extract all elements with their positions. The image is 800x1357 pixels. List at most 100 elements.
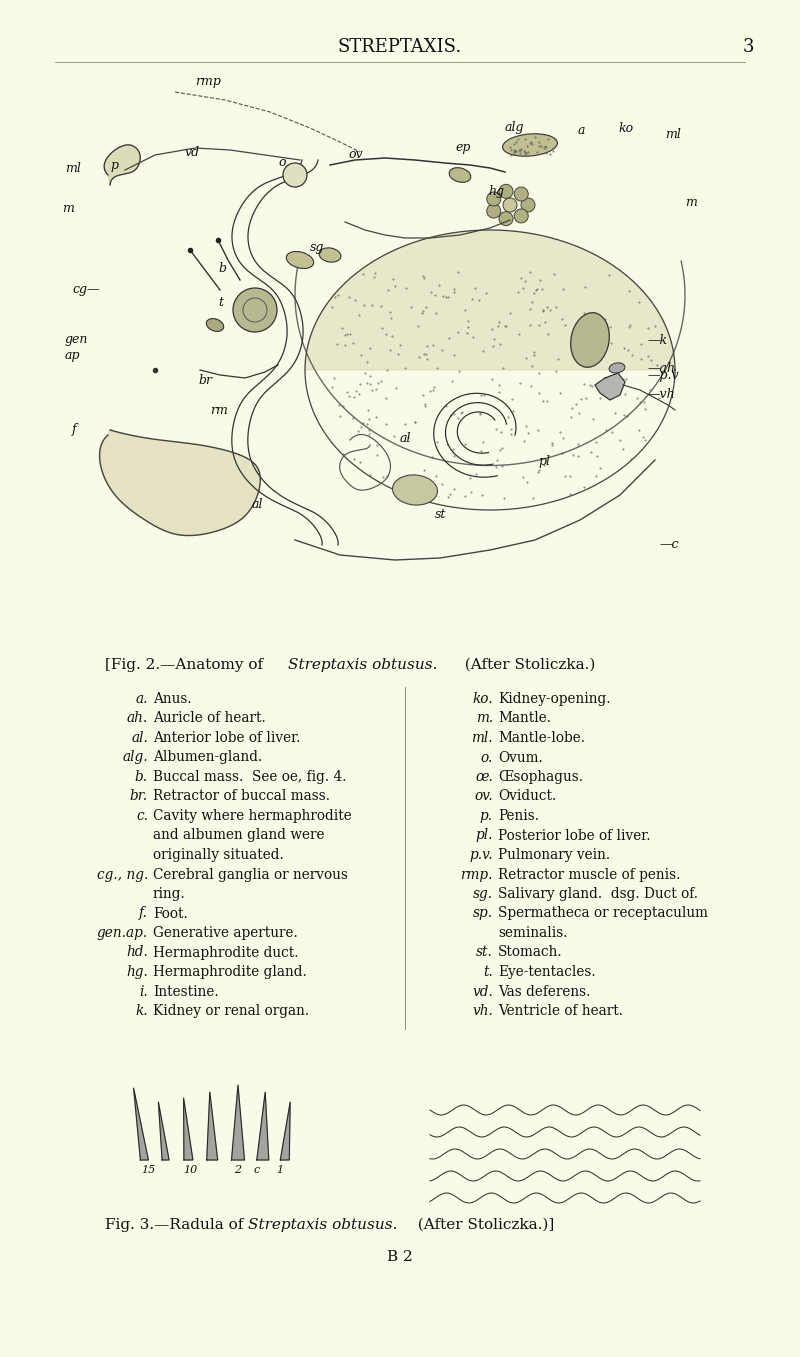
- Text: hg.: hg.: [126, 965, 148, 978]
- Text: —p.v: —p.v: [648, 369, 680, 381]
- Circle shape: [283, 163, 307, 187]
- Ellipse shape: [450, 168, 470, 182]
- Circle shape: [514, 209, 528, 223]
- Text: sp.: sp.: [473, 906, 493, 920]
- Text: Anus.: Anus.: [153, 692, 192, 706]
- Text: —ah: —ah: [648, 361, 676, 375]
- Text: Oviduct.: Oviduct.: [498, 790, 556, 803]
- Text: œ.: œ.: [475, 769, 493, 784]
- Text: rm: rm: [210, 403, 228, 417]
- Text: rmp: rmp: [195, 76, 221, 88]
- Ellipse shape: [570, 312, 610, 368]
- Text: sg.: sg.: [473, 887, 493, 901]
- Polygon shape: [99, 430, 260, 536]
- Text: Vas deferens.: Vas deferens.: [498, 984, 590, 999]
- Text: ap: ap: [65, 349, 81, 361]
- Text: m: m: [685, 195, 697, 209]
- Text: —c: —c: [660, 539, 679, 551]
- Text: Intestine.: Intestine.: [153, 984, 218, 999]
- Text: m.: m.: [476, 711, 493, 726]
- Text: i.: i.: [139, 984, 148, 999]
- Text: m: m: [62, 201, 74, 214]
- Text: pl: pl: [538, 456, 550, 468]
- Text: seminalis.: seminalis.: [498, 925, 567, 940]
- Text: Œsophagus.: Œsophagus.: [498, 769, 583, 784]
- Text: c.: c.: [136, 809, 148, 822]
- Text: Albumen-gland.: Albumen-gland.: [153, 750, 262, 764]
- Text: Cerebral ganglia or nervous: Cerebral ganglia or nervous: [153, 867, 348, 882]
- Text: b: b: [218, 262, 226, 274]
- Text: hg: hg: [488, 186, 504, 198]
- Text: Auricle of heart.: Auricle of heart.: [153, 711, 266, 726]
- Text: vd.: vd.: [472, 984, 493, 999]
- Text: p.: p.: [480, 809, 493, 822]
- Text: Mantle-lobe.: Mantle-lobe.: [498, 731, 585, 745]
- Text: Buccal mass.  See oe, fig. 4.: Buccal mass. See oe, fig. 4.: [153, 769, 346, 784]
- Text: (After Stoliczka.): (After Stoliczka.): [455, 658, 595, 672]
- Text: t: t: [218, 296, 223, 308]
- Text: p: p: [110, 159, 118, 171]
- Text: Stomach.: Stomach.: [498, 946, 562, 959]
- Text: o: o: [278, 156, 286, 170]
- Text: Posterior lobe of liver.: Posterior lobe of liver.: [498, 829, 650, 843]
- Text: STREPTAXIS.: STREPTAXIS.: [338, 38, 462, 56]
- Text: st.: st.: [476, 946, 493, 959]
- Text: k.: k.: [135, 1004, 148, 1018]
- Circle shape: [233, 288, 277, 332]
- Text: alg: alg: [505, 122, 525, 134]
- Text: Eye-tentacles.: Eye-tentacles.: [498, 965, 596, 978]
- Circle shape: [486, 191, 501, 206]
- Polygon shape: [231, 1086, 245, 1160]
- Text: c: c: [254, 1166, 260, 1175]
- Text: Kidney-opening.: Kidney-opening.: [498, 692, 610, 706]
- Text: cg—: cg—: [72, 284, 99, 296]
- Text: a.: a.: [135, 692, 148, 706]
- Text: Cavity where hermaphrodite: Cavity where hermaphrodite: [153, 809, 352, 822]
- Polygon shape: [184, 1098, 193, 1160]
- Circle shape: [514, 187, 528, 201]
- Polygon shape: [134, 1088, 149, 1160]
- Text: Streptaxis obtusus.: Streptaxis obtusus.: [248, 1219, 398, 1232]
- Ellipse shape: [206, 319, 224, 331]
- Text: Retractor of buccal mass.: Retractor of buccal mass.: [153, 790, 330, 803]
- Text: Fig. 3.—Radula of: Fig. 3.—Radula of: [105, 1219, 248, 1232]
- Ellipse shape: [393, 475, 438, 505]
- Text: Hermaphrodite duct.: Hermaphrodite duct.: [153, 946, 298, 959]
- Text: Generative aperture.: Generative aperture.: [153, 925, 298, 940]
- Text: 1: 1: [277, 1166, 283, 1175]
- Text: ep: ep: [455, 141, 470, 155]
- Text: al: al: [252, 498, 263, 512]
- Polygon shape: [158, 1102, 169, 1160]
- Text: Streptaxis obtusus.: Streptaxis obtusus.: [288, 658, 438, 672]
- Text: [Fig. 2.—Anatomy of: [Fig. 2.—Anatomy of: [105, 658, 268, 672]
- Text: Hermaphrodite gland.: Hermaphrodite gland.: [153, 965, 306, 978]
- Text: al: al: [400, 432, 411, 445]
- Text: Ventricle of heart.: Ventricle of heart.: [498, 1004, 623, 1018]
- Circle shape: [486, 204, 501, 218]
- Text: t.: t.: [483, 965, 493, 978]
- Text: hd.: hd.: [126, 946, 148, 959]
- Text: Anterior lobe of liver.: Anterior lobe of liver.: [153, 731, 300, 745]
- Ellipse shape: [502, 134, 558, 156]
- Text: alg.: alg.: [122, 750, 148, 764]
- Text: br.: br.: [130, 790, 148, 803]
- Text: (After Stoliczka.)]: (After Stoliczka.)]: [408, 1219, 554, 1232]
- Text: 10: 10: [183, 1166, 197, 1175]
- Ellipse shape: [609, 362, 625, 373]
- Circle shape: [499, 212, 513, 225]
- Text: Kidney or renal organ.: Kidney or renal organ.: [153, 1004, 309, 1018]
- Text: Mantle.: Mantle.: [498, 711, 551, 726]
- Text: br: br: [198, 373, 212, 387]
- Polygon shape: [257, 1092, 269, 1160]
- Text: ah.: ah.: [126, 711, 148, 726]
- Text: Ovum.: Ovum.: [498, 750, 542, 764]
- Polygon shape: [305, 231, 675, 370]
- Text: al.: al.: [131, 731, 148, 745]
- Text: B 2: B 2: [387, 1250, 413, 1263]
- Text: b.: b.: [135, 769, 148, 784]
- Text: rmp.: rmp.: [461, 867, 493, 882]
- Text: vd: vd: [185, 145, 200, 159]
- Text: f: f: [72, 423, 77, 437]
- Text: Retractor muscle of penis.: Retractor muscle of penis.: [498, 867, 680, 882]
- Text: Pulmonary vein.: Pulmonary vein.: [498, 848, 610, 862]
